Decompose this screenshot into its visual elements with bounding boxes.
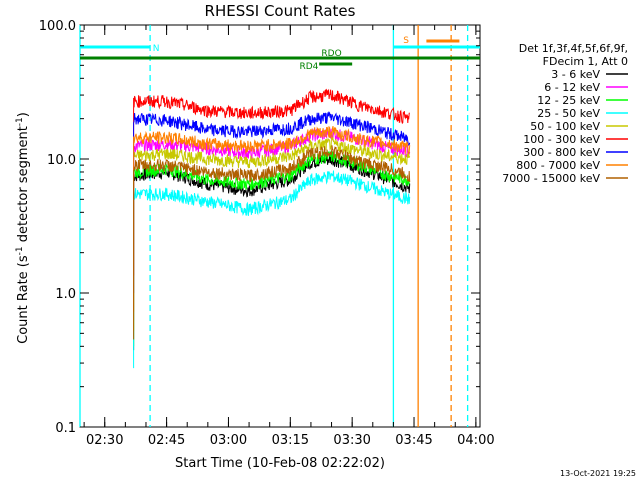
vertical-markers [79,25,469,427]
legend-entry-label: 6 - 12 keV [544,81,600,94]
legend: Det 1f,3f,4f,5f,6f,9f,FDecim 1, Att 03 -… [502,42,628,185]
series-line [133,150,411,347]
y-axis-label-start: Count Rate (s [16,255,31,344]
legend-entry-label: 300 - 800 keV [523,146,600,159]
legend-entry-label: 100 - 300 keV [523,133,600,146]
legend-entry-label: 25 - 50 keV [537,107,600,120]
plot-frame [79,24,481,428]
y-axis-label-end: ) [16,112,31,117]
legend-header-line: FDecim 1, Att 0 [543,55,628,68]
legend-header-line: Det 1f,3f,4f,5f,6f,9f, [519,42,628,55]
flag-label-s: S [403,36,409,46]
x-axis: 02:30 02:45 03:00 03:15 03:30 03:45 04:00 [83,25,495,448]
flag-label-rd4: RD4 [299,62,318,72]
y-axis-label-exponent-2: -1 [15,117,25,126]
series-line [133,125,411,312]
series-lines [133,88,411,369]
x-axis-label: Start Time (10-Feb-08 02:22:02) [175,456,385,471]
series-line [133,145,411,340]
x-tick-label: 03:30 [333,433,370,448]
y-axis-label-middle: detector segment [16,126,31,246]
chart-title: RHESSI Count Rates [205,2,356,20]
y-tick-label: 0.1 [55,421,76,436]
x-tick-label: 03:00 [210,433,247,448]
series-line [133,170,411,369]
x-tick-label: 02:45 [148,433,185,448]
series-line [133,110,411,293]
x-tick-label: 03:45 [395,433,432,448]
x-tick-label: 03:15 [272,433,309,448]
y-tick-label: 1.0 [55,287,76,302]
series-line [133,88,410,276]
legend-entry-label: 3 - 6 keV [551,68,600,81]
y-axis-label: Count Rate (s-1 detector segment-1) [15,112,31,344]
series-line [133,127,411,321]
series-line [133,136,411,331]
y-axis: 0.1 1.0 10.0 100.0 [39,19,480,436]
y-tick-label: 10.0 [47,153,76,168]
y-axis-label-exponent-1: -1 [15,246,25,255]
y-tick-label: 100.0 [39,19,76,34]
generation-timestamp: 13-Oct-2021 19:25 [560,469,636,478]
legend-entry-label: 800 - 7000 keV [516,159,600,172]
legend-entry-label: 12 - 25 keV [537,94,600,107]
flag-label-rdo: RDO [321,49,341,59]
x-tick-label: 02:30 [86,433,123,448]
legend-entry-label: 7000 - 15000 keV [502,172,600,185]
flag-label-n: N [153,44,160,54]
legend-entry-label: 50 - 100 keV [530,120,600,133]
x-tick-label: 04:00 [457,433,494,448]
